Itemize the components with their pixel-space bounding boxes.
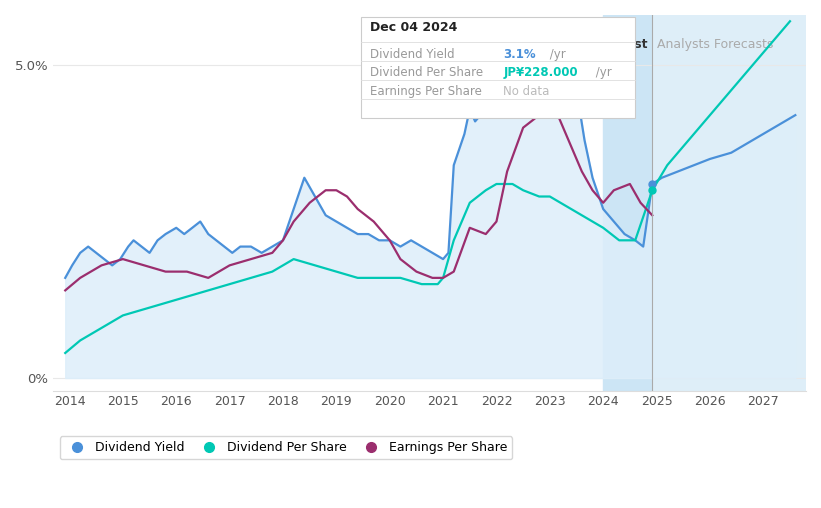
Text: Analysts Forecasts: Analysts Forecasts: [657, 38, 773, 50]
Bar: [603, 15, 653, 391]
Text: Dividend Per Share: Dividend Per Share: [369, 67, 483, 79]
Text: Earnings Per Share: Earnings Per Share: [369, 85, 481, 98]
FancyBboxPatch shape: [360, 17, 635, 118]
Legend: Dividend Yield, Dividend Per Share, Earnings Per Share: Dividend Yield, Dividend Per Share, Earn…: [60, 436, 512, 459]
Text: Past: Past: [617, 38, 648, 50]
Text: Dec 04 2024: Dec 04 2024: [369, 21, 457, 35]
Text: No data: No data: [503, 85, 550, 98]
Text: 3.1%: 3.1%: [503, 48, 536, 60]
Bar: [653, 15, 806, 391]
Text: /yr: /yr: [547, 48, 566, 60]
Text: /yr: /yr: [592, 67, 612, 79]
Text: Dividend Yield: Dividend Yield: [369, 48, 454, 60]
Text: JP¥228.000: JP¥228.000: [503, 67, 578, 79]
